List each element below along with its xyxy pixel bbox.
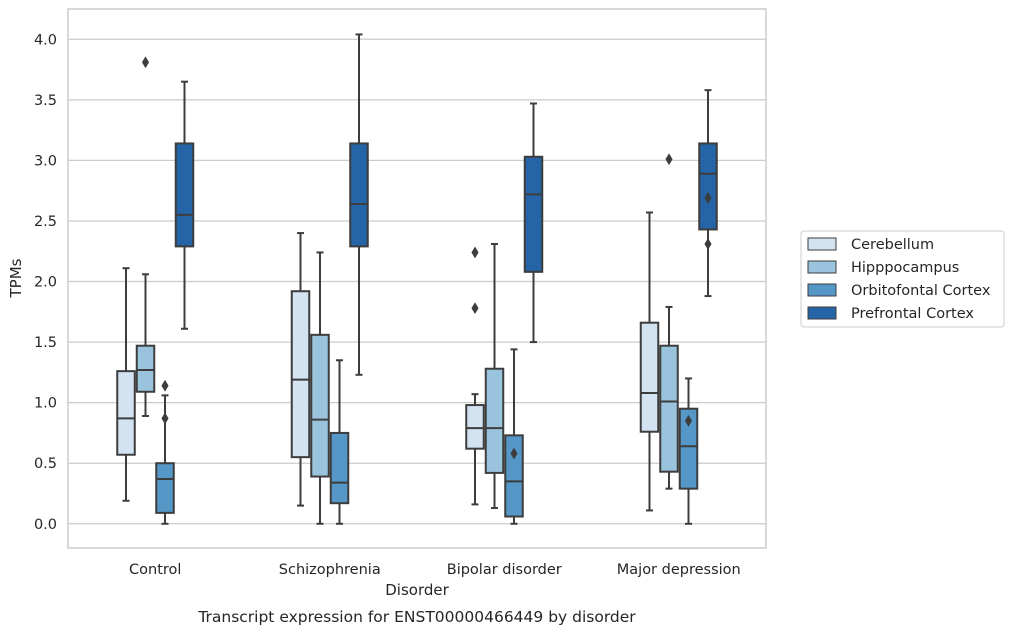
legend: Cerebellum Hipppocampus Orbitofontal Corte… — [800, 230, 1005, 328]
box-body — [116, 370, 136, 456]
legend-swatch — [807, 237, 837, 251]
box-group — [659, 153, 679, 490]
box-body — [310, 333, 330, 478]
x-tick-label: Schizophrenia — [279, 562, 381, 578]
box-group — [135, 56, 156, 417]
box-group — [484, 242, 505, 510]
y-tick-label: 1.0 — [34, 396, 57, 412]
outlier-point — [665, 153, 673, 166]
y-tick-label: 4.0 — [34, 32, 57, 48]
outlier-point — [471, 302, 479, 315]
box-group — [523, 102, 544, 344]
y-tick-label: 2.5 — [34, 214, 57, 230]
x-tick-labels: Control Schizophrenia Bipolar disorder Majo… — [129, 562, 741, 578]
box-body — [290, 290, 311, 459]
box-body — [135, 344, 156, 393]
box-body — [465, 404, 485, 450]
box-body — [329, 431, 350, 505]
outlier-point — [161, 412, 169, 425]
outlier-point — [510, 447, 518, 460]
box-group — [678, 377, 699, 525]
x-tick-label: Major depression — [617, 562, 741, 578]
legend-swatch — [807, 283, 837, 297]
chart-caption: Transcript expression for ENST0000046644… — [197, 608, 636, 626]
legend-frame — [800, 230, 1005, 328]
box-group — [349, 33, 369, 376]
box-body — [639, 321, 660, 433]
x-tick-label: Bipolar disorder — [447, 562, 562, 578]
outlier-point — [471, 246, 479, 259]
outlier-point — [141, 56, 150, 69]
y-tick-label: 1.5 — [34, 335, 57, 351]
y-tick-label: 3.0 — [34, 153, 57, 169]
box-body — [484, 367, 505, 474]
box-body — [659, 344, 679, 473]
box-group — [329, 359, 350, 525]
y-tick-label: 0.5 — [34, 456, 57, 472]
plot-frame — [67, 8, 767, 549]
y-tick-label: 2.0 — [34, 275, 57, 291]
legend-label: Cerebellum — [851, 237, 934, 253]
x-tick-label: Control — [129, 562, 181, 578]
box-group — [504, 348, 524, 525]
box-group — [465, 246, 485, 506]
box-body — [523, 155, 544, 273]
y-tick-labels: 0.0 0.5 1.0 1.5 2.0 2.5 3.0 3.5 4.0 — [34, 32, 57, 532]
outlier-point — [684, 414, 693, 427]
outlier-point — [704, 191, 712, 204]
box-body — [678, 407, 699, 490]
box-group — [639, 211, 660, 512]
outlier-point — [161, 379, 169, 392]
box-body — [174, 142, 195, 248]
box-body — [698, 142, 718, 231]
x-axis-label: Disorder — [385, 581, 449, 599]
legend-label: Hipppocampus — [851, 260, 959, 276]
box-group — [116, 267, 136, 502]
boxes — [116, 33, 718, 525]
outlier-point — [704, 237, 712, 250]
box-body — [504, 434, 524, 518]
box-body — [349, 142, 369, 248]
box-group — [310, 251, 330, 525]
box-group — [174, 80, 195, 330]
box-group — [698, 89, 718, 298]
box-group — [155, 379, 175, 525]
y-tick-label: 0.0 — [34, 517, 57, 533]
legend-label: Prefrontal Cortex — [851, 306, 974, 322]
y-tick-label: 3.5 — [34, 93, 57, 109]
box-body — [155, 462, 175, 514]
y-axis-label: TPMs — [7, 258, 25, 298]
legend-label: Orbitofontal Cortex — [851, 283, 991, 299]
legend-swatch — [807, 260, 837, 274]
box-group — [290, 232, 311, 507]
legend-swatch — [807, 306, 837, 320]
